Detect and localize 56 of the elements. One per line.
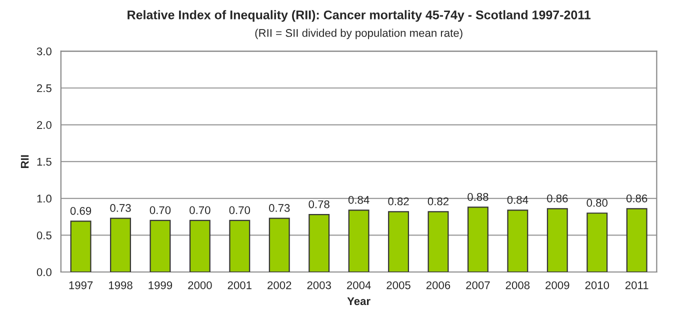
x-tick-label: 2003 — [307, 281, 331, 290]
data-label: 0.82 — [388, 197, 409, 206]
x-axis-title: Year — [347, 297, 370, 306]
x-tick-label: 2009 — [546, 281, 570, 290]
y-tick-label: 0.5 — [36, 231, 52, 240]
data-label: 0.86 — [547, 194, 568, 202]
bar — [308, 214, 330, 272]
bar — [268, 218, 290, 272]
data-label: 0.88 — [468, 193, 488, 201]
bar — [388, 211, 410, 272]
data-label: 0.73 — [269, 204, 290, 212]
chart-title: Relative Index of Inequality (RII): Cancer mortality 45-74y - Scotland 1997-2011 — [128, 10, 591, 22]
x-tick-label: 2005 — [386, 281, 410, 290]
data-label: 0.70 — [229, 206, 250, 214]
data-label: 0.84 — [507, 196, 528, 204]
y-axis-title: RII — [20, 155, 29, 168]
chart-subtitle: (RII = SII divided by population mean rate) — [255, 28, 462, 40]
x-tick-label: 2008 — [506, 281, 530, 290]
bar — [70, 220, 92, 272]
data-label: 0.73 — [110, 204, 131, 212]
bar — [110, 218, 131, 272]
bar — [189, 220, 210, 272]
bar — [546, 208, 568, 272]
x-tick-label: 2010 — [585, 281, 610, 290]
bar — [467, 206, 488, 272]
data-label: 0.70 — [190, 206, 210, 214]
y-tick-label: 1.0 — [37, 194, 52, 203]
x-tick-label: 2007 — [466, 281, 490, 290]
y-tick-label: 1.5 — [37, 158, 52, 166]
x-tick-label: 1998 — [108, 281, 132, 290]
data-label: 0.70 — [150, 206, 171, 214]
y-tick-label: 2.0 — [37, 121, 52, 129]
x-tick-label: 2001 — [228, 281, 252, 290]
data-label: 0.80 — [586, 198, 608, 207]
bar — [428, 211, 449, 272]
data-label: 0.78 — [308, 200, 330, 208]
x-tick-label: 2006 — [426, 281, 450, 290]
x-tick-label: 2002 — [268, 281, 292, 290]
bar — [626, 208, 648, 272]
data-label: 0.86 — [626, 194, 648, 202]
x-tick-label: 1997 — [69, 281, 93, 290]
bar — [229, 220, 250, 272]
data-label: 0.82 — [428, 197, 448, 206]
data-label: 0.69 — [70, 206, 92, 215]
bar — [150, 220, 171, 272]
bar — [586, 212, 608, 272]
y-tick-label: 2.5 — [37, 84, 52, 92]
bar — [507, 210, 528, 272]
y-tick-label: 0.0 — [36, 268, 52, 276]
x-tick-label: 2011 — [625, 281, 648, 290]
x-tick-label: 2004 — [347, 281, 371, 290]
y-tick-label: 3.0 — [36, 47, 52, 56]
bar — [348, 210, 370, 272]
data-label: 0.84 — [348, 196, 370, 204]
x-tick-label: 1999 — [148, 281, 172, 290]
x-tick-label: 2000 — [188, 281, 212, 290]
